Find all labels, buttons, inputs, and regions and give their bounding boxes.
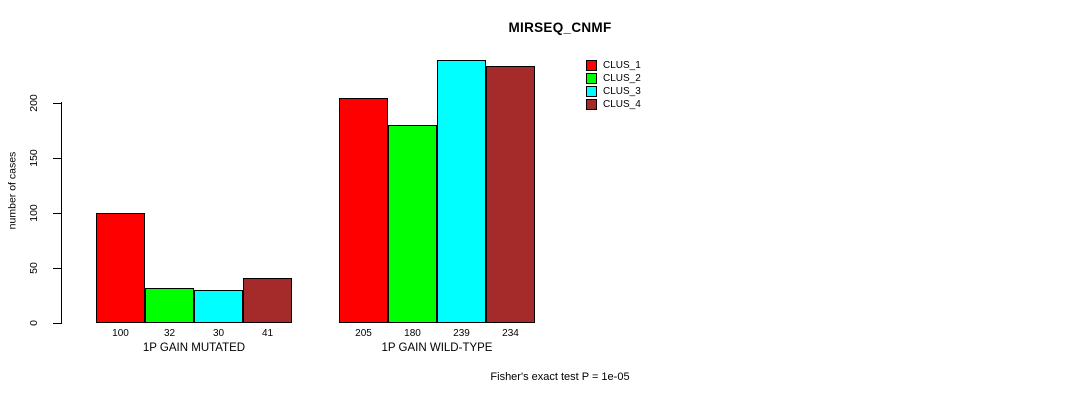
legend-item: CLUS_4 (586, 99, 641, 110)
y-axis-tick (53, 323, 61, 324)
legend-item: CLUS_3 (586, 86, 641, 97)
bar-clus_1-group2 (339, 97, 388, 323)
bar-value-label: 205 (355, 328, 372, 339)
bar-clus_1-group1 (96, 213, 145, 323)
legend-label: CLUS_3 (603, 86, 641, 97)
bar-value-label: 180 (404, 328, 421, 339)
y-axis-tick-label: 100 (28, 204, 40, 222)
chart-title: MIRSEQ_CNMF (508, 20, 612, 35)
legend-item: CLUS_2 (586, 73, 641, 84)
legend-swatch-clus_1 (586, 60, 597, 71)
y-axis-tick (53, 103, 61, 104)
bar-clus_3-group2 (437, 60, 486, 323)
y-axis-tick-label: 150 (28, 149, 40, 167)
legend-item: CLUS_1 (586, 60, 641, 71)
bar-value-label: 32 (163, 328, 176, 339)
legend-swatch-clus_3 (586, 86, 597, 97)
legend-swatch-clus_4 (586, 99, 597, 110)
y-axis-line (61, 102, 62, 324)
bar-clus_2-group2 (388, 125, 437, 323)
bar-value-label: 41 (261, 328, 274, 339)
x-axis-group-label: 1P GAIN MUTATED (142, 342, 246, 354)
stat-test-annotation: Fisher's exact test P = 1e-05 (490, 371, 630, 383)
bar-value-label: 234 (502, 328, 519, 339)
legend-swatch-clus_2 (586, 73, 597, 84)
legend-label: CLUS_1 (603, 60, 641, 71)
bar-clus_4-group1 (243, 277, 292, 323)
bar-clus_3-group1 (194, 290, 243, 323)
bar-clus_4-group2 (486, 65, 535, 323)
y-axis-tick-label: 0 (28, 320, 40, 326)
y-axis-tick (53, 158, 61, 159)
legend-label: CLUS_4 (603, 99, 641, 110)
y-axis-tick-label: 200 (28, 94, 40, 112)
y-axis-tick-label: 50 (28, 262, 40, 274)
x-axis-group-label: 1P GAIN WILD-TYPE (381, 342, 493, 354)
bar-value-label: 239 (453, 328, 470, 339)
y-axis-tick (53, 213, 61, 214)
bar-value-label: 30 (212, 328, 225, 339)
y-axis-tick (53, 268, 61, 269)
bar-value-label: 100 (112, 328, 129, 339)
bar-clus_2-group1 (145, 287, 194, 323)
legend-label: CLUS_2 (603, 73, 641, 84)
legend: CLUS_1 CLUS_2 CLUS_3 CLUS_4 (586, 60, 641, 110)
y-axis-label: number of cases (6, 151, 19, 230)
